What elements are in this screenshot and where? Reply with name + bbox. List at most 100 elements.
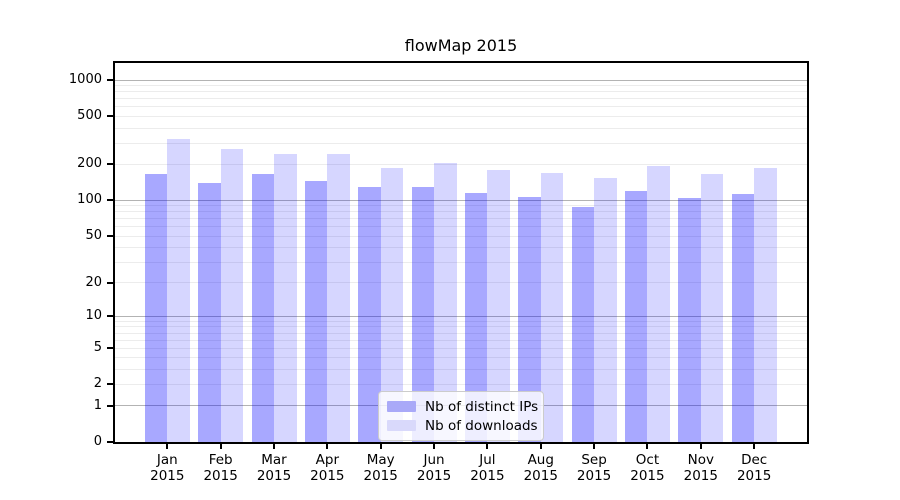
x-tick-label: Jul 2015 [455,452,519,484]
y-tick-mark [107,115,113,118]
bar-distinct-ips [144,173,168,442]
minor-gridline [115,332,807,334]
bar-downloads [540,173,564,442]
legend-item: Nb of downloads [387,416,538,435]
x-tick-mark [166,444,169,449]
bar-downloads [647,166,670,442]
y-tick-mark [107,404,113,407]
legend-swatch-distinct-ips [387,401,416,412]
minor-gridline [115,326,807,328]
x-tick-label: Nov 2015 [669,452,733,484]
bar-downloads [754,167,777,442]
x-tick-mark [539,444,542,449]
chart-title: flowMap 2015 [404,36,518,55]
minor-gridline [115,115,807,117]
x-tick-year: 2015 [203,468,238,484]
bar-downloads [167,138,190,442]
major-gridline [115,199,807,201]
bar-distinct-ips [624,190,648,442]
minor-gridline [115,247,807,249]
x-tick-month: Sep [581,452,607,468]
x-tick-mark [486,444,489,449]
y-tick-mark [107,79,113,82]
minor-gridline [115,357,807,359]
bar-downloads [700,174,724,442]
minor-gridline [115,218,807,220]
x-tick-label: Dec 2015 [722,452,786,484]
legend-item: Nb of distinct IPs [387,397,538,416]
minor-gridline [115,339,807,341]
x-tick-mark [646,444,649,449]
x-tick-year: 2015 [256,468,292,484]
x-tick-label: May 2015 [349,452,413,484]
major-gridline [115,79,807,81]
x-tick-month: Aug [527,452,554,468]
x-tick-month: Feb [208,452,233,468]
y-tick-mark [107,315,113,318]
minor-gridline [115,127,807,129]
minor-gridline [115,91,807,93]
y-tick-label: 2 [93,376,102,392]
minor-gridline [115,205,807,207]
y-tick-label: 1000 [68,72,102,88]
bar-distinct-ips [464,192,488,442]
y-tick-mark [107,347,113,350]
y-tick-label: 50 [85,228,102,244]
minor-gridline [115,163,807,165]
y-tick-mark [107,199,113,202]
y-tick-mark [107,281,113,284]
legend: Nb of distinct IPs Nb of downloads [378,391,544,441]
x-tick-label: Apr 2015 [295,452,359,484]
minor-gridline [115,368,807,370]
x-tick-year: 2015 [416,468,452,484]
bar-downloads [487,170,510,442]
x-tick-label: Jun 2015 [402,452,466,484]
minor-gridline [115,142,807,144]
bar-distinct-ips [678,197,701,442]
x-tick-label: Mar 2015 [242,452,306,484]
y-tick-label: 100 [77,192,102,208]
legend-swatch-downloads [387,420,416,431]
x-tick-month: May [366,452,395,468]
bar-distinct-ips [358,186,381,442]
legend-label: Nb of downloads [425,417,538,434]
bar-distinct-ips [518,196,541,442]
bar-downloads [434,163,457,442]
x-tick-month: Mar [261,452,287,468]
minor-gridline [115,320,807,322]
minor-gridline [115,106,807,108]
x-tick-mark [273,444,275,449]
bar-distinct-ips [731,194,755,442]
y-tick-label: 500 [77,108,102,124]
y-tick-mark [107,235,113,238]
x-tick-year: 2015 [736,468,772,484]
minor-gridline [115,235,807,237]
bar-downloads [220,148,244,442]
x-tick-month: Jul [479,452,496,468]
x-tick-mark [326,444,329,449]
major-gridline [115,315,807,317]
x-tick-year: 2015 [630,468,665,484]
minor-gridline [115,226,807,228]
minor-gridline [115,98,807,100]
bar-downloads [380,167,404,442]
x-tick-mark [219,444,222,449]
x-tick-mark [753,444,756,449]
y-tick-label: 1 [93,397,102,413]
legend-label: Nb of distinct IPs [425,398,539,415]
bar-downloads [594,178,617,442]
x-tick-label: Aug 2015 [509,452,573,484]
bar-distinct-ips [304,181,328,442]
y-tick-mark [107,383,113,386]
x-tick-label: Oct 2015 [615,452,679,484]
bar-distinct-ips [198,182,221,442]
x-tick-label: Jan 2015 [135,452,199,484]
bar-downloads [327,154,350,442]
minor-gridline [115,383,807,385]
y-tick-label: 200 [77,156,102,172]
bar-distinct-ips [251,173,274,442]
x-tick-mark [593,444,596,449]
x-tick-month: Jun [423,452,445,468]
y-tick-label: 20 [85,274,102,290]
